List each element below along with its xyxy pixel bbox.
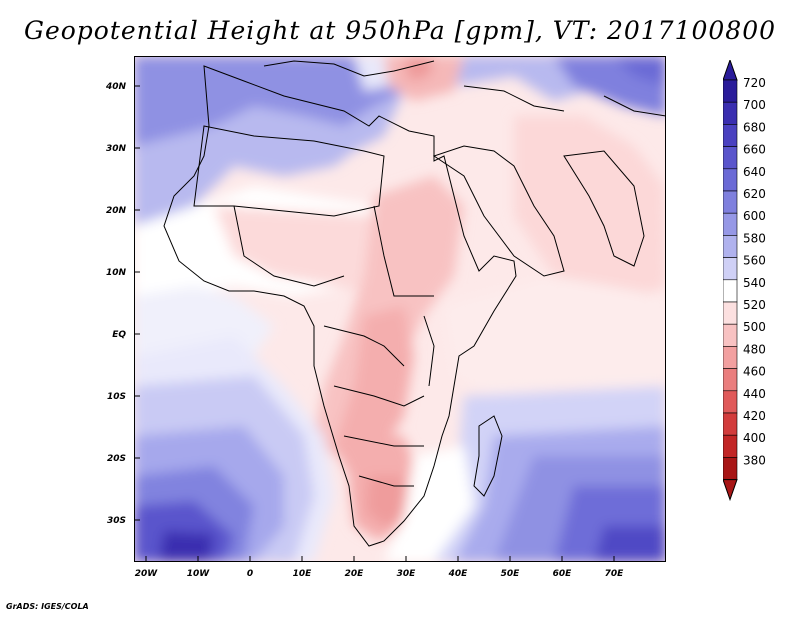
lon-tick-label: 10E: [293, 569, 313, 579]
colorbar-swatch: [723, 412, 738, 436]
lat-tick-label: 20N: [106, 206, 127, 216]
colorbar-swatch: [723, 79, 738, 103]
colorbar-label: 600: [743, 209, 766, 223]
map-title: Geopotential Height at 950hPa [gpm], VT:…: [23, 16, 777, 45]
colorbar-swatch: [723, 368, 738, 392]
colorbar-label: 440: [743, 387, 766, 401]
colorbar-swatch: [723, 124, 738, 147]
colorbar-label: 680: [743, 120, 766, 134]
lon-tick-label: 20E: [345, 569, 365, 579]
colorbar-swatch: [723, 212, 738, 236]
colorbar-label: 720: [743, 76, 766, 90]
colorbar-label: 480: [743, 342, 766, 356]
colorbar-swatch: [723, 390, 738, 414]
lon-tick-label: 40E: [448, 569, 469, 579]
colorbar-label: 700: [743, 98, 766, 112]
colorbar-swatch: [723, 323, 738, 347]
lon-tick-label: 50E: [501, 569, 521, 579]
lon-tick-label: 20W: [135, 569, 159, 579]
colorbar-label: 620: [743, 187, 766, 201]
grads-credit: GrADS: IGES/COLA: [6, 602, 89, 611]
lat-tick-label: 30N: [106, 144, 127, 154]
colorbar-label: 580: [743, 231, 766, 245]
lon-tick-label: 70E: [605, 569, 625, 579]
map-frame: [134, 56, 666, 562]
colorbar-label: 560: [743, 254, 766, 268]
colorbar-label: 420: [743, 409, 766, 423]
colorbar-swatch: [723, 146, 738, 170]
lat-tick-label: 30S: [107, 516, 126, 526]
colorbar-label: 640: [743, 165, 766, 179]
colorbar-swatch: [723, 190, 738, 214]
lat-tick-label: 20S: [107, 454, 126, 464]
colorbar-swatch: [723, 457, 738, 480]
lon-tick-label: 30E: [397, 569, 417, 579]
longitude-axis: 20W 10W 0 10E 20E 30E 40E 50E 60E 70E: [135, 556, 624, 579]
colorbar-label: 540: [743, 276, 766, 290]
colorbar-max-arrow: [723, 60, 738, 81]
colorbar-label: 660: [743, 143, 766, 157]
colorbar-label: 520: [743, 298, 766, 312]
lat-tick-label: 40N: [105, 82, 127, 92]
colorbar-swatch: [723, 257, 738, 281]
colorbar-label: 460: [743, 365, 766, 379]
lon-tick-label: 60E: [553, 569, 573, 579]
geopotential-map: 40N 30N 20N 10N EQ 10S 20S 30S 20W 10W 0 10E 20E 30E…: [105, 56, 666, 579]
colorbar-swatch: [723, 279, 738, 303]
lon-tick-label: 0: [247, 569, 253, 579]
latitude-axis: 40N 30N 20N 10N EQ 10S 20S 30S: [105, 82, 140, 526]
shaded-field: [134, 56, 666, 562]
colorbar-swatch: [723, 301, 738, 325]
lat-tick-label: 10N: [106, 268, 127, 278]
lat-tick-label: 10S: [107, 392, 126, 402]
coastlines: [163, 60, 666, 547]
colorbar-min-arrow: [723, 479, 738, 502]
colorbar-swatch: [723, 235, 738, 258]
lat-tick-label: EQ: [112, 330, 126, 340]
colorbar-swatch: [723, 434, 738, 458]
colorbar-swatch: [723, 101, 738, 125]
lon-tick-label: 10W: [187, 569, 211, 579]
colorbar-label: 500: [743, 320, 766, 334]
colorbar-label: 400: [743, 431, 766, 445]
colorbar-label: 380: [743, 453, 766, 467]
colorbar-swatch: [723, 346, 738, 369]
colorbar-swatch: [723, 168, 738, 192]
colorbar: 720 700 680 660 640 620 600 580 560 540 520 500 480 4…: [723, 60, 766, 502]
